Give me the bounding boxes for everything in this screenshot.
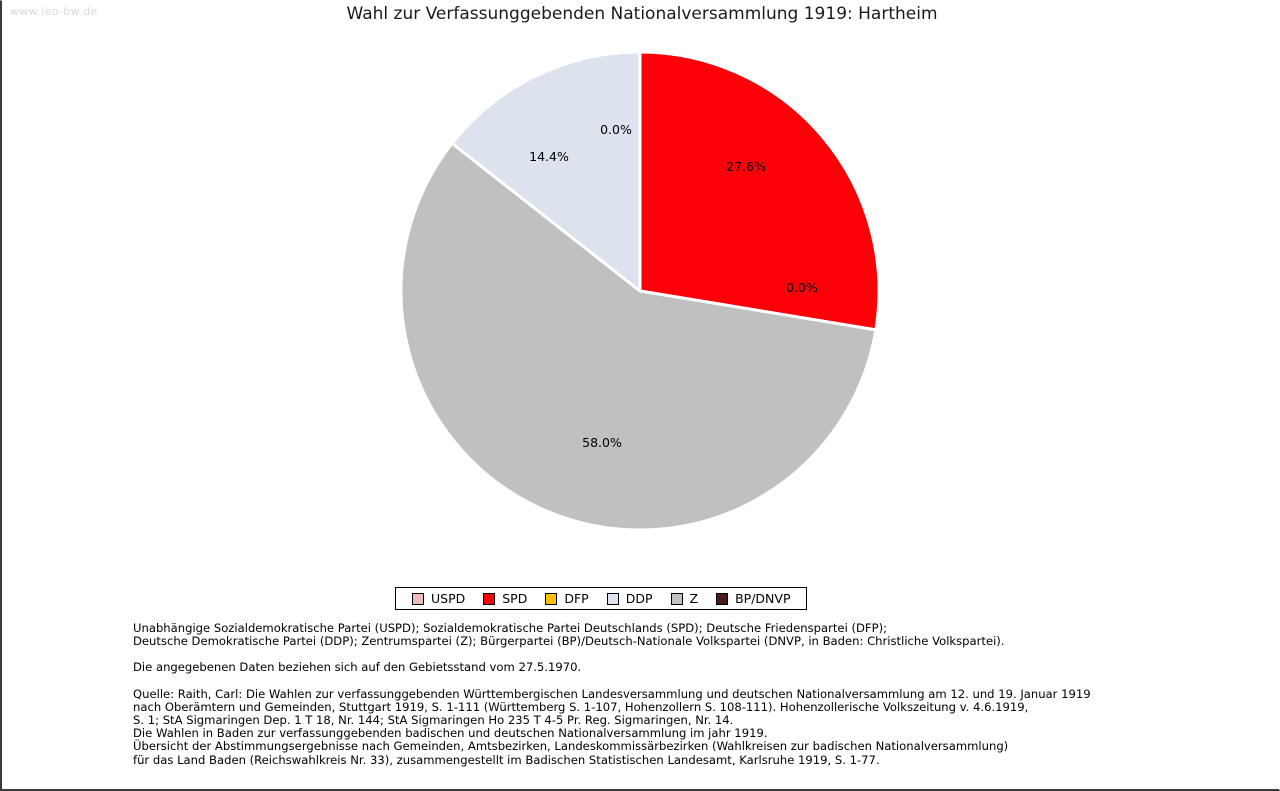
legend-item-label: USPD bbox=[431, 591, 466, 606]
note-line: für das Land Baden (Reichswahlkreis Nr. … bbox=[133, 752, 880, 767]
legend-item: SPD bbox=[483, 591, 527, 606]
legend-swatch-icon bbox=[606, 592, 619, 605]
legend-item: Z bbox=[670, 591, 699, 606]
pie-label-group: 0.0% 27.6% 0.0% 58.0% 14.4% bbox=[529, 122, 818, 450]
legend-item: USPD bbox=[412, 591, 465, 606]
pie-slice bbox=[638, 50, 881, 332]
pie-slice-label: 14.4% bbox=[529, 149, 569, 164]
page-title: Wahl zur Verfassunggebenden Nationalvers… bbox=[346, 4, 938, 24]
note-line: Die Wahlen in Baden zur verfassunggebend… bbox=[133, 726, 768, 741]
legend-item-label: DDP bbox=[625, 591, 653, 606]
legend-swatch-icon bbox=[670, 592, 683, 605]
pie-slice-label: 0.0% bbox=[786, 280, 818, 295]
chart-footnotes: Unabhängige Sozialdemokratische Partei (… bbox=[133, 621, 1233, 767]
legend-swatch-icon bbox=[412, 592, 424, 605]
legend-swatch-icon bbox=[716, 592, 729, 605]
note-party-names: Unabhängige Sozialdemokratische Partei (… bbox=[133, 621, 1233, 649]
note-source: Quelle: Raith, Carl: Die Wahlen zur verf… bbox=[133, 686, 1233, 767]
pie-slice-label: 58.0% bbox=[582, 435, 622, 450]
pie-slice bbox=[399, 141, 878, 532]
watermark-leo-bw: www.leo-bw.de bbox=[10, 5, 98, 18]
note-line: Die angegebenen Daten beziehen sich auf … bbox=[133, 660, 582, 675]
pie-slice-label: 0.0% bbox=[600, 122, 632, 137]
pie-slice-group bbox=[399, 50, 881, 532]
note-line: S. 1; StA Sigmaringen Dep. 1 T 18, Nr. 1… bbox=[133, 713, 734, 728]
note-line: Unabhängige Sozialdemokratische Partei (… bbox=[133, 621, 888, 635]
pie-slice bbox=[449, 50, 642, 295]
legend-item: DFP bbox=[545, 591, 589, 606]
legend-item: BP/DNVP bbox=[716, 591, 790, 606]
note-line: Quelle: Raith, Carl: Die Wahlen zur verf… bbox=[133, 686, 1091, 701]
chart-legend: USPD SPD DFP DDP Z BP/DNVP bbox=[395, 587, 808, 610]
note-line: nach Oberämtern und Gemeinden, Stuttgart… bbox=[133, 699, 1029, 714]
note-line: Deutsche Demokratische Partei (DDP); Zen… bbox=[133, 634, 1005, 649]
legend-item: DDP bbox=[606, 591, 653, 606]
legend-swatch-icon bbox=[483, 592, 496, 605]
pie-chart-svg: 0.0% 27.6% 0.0% 58.0% 14.4% bbox=[399, 50, 881, 532]
legend-swatch-icon bbox=[545, 592, 558, 605]
legend-item-label: BP/DNVP bbox=[735, 591, 791, 606]
legend-item-label: SPD bbox=[502, 591, 528, 606]
legend-item-label: DFP bbox=[564, 591, 589, 606]
pie-slice-label: 27.6% bbox=[726, 159, 766, 174]
note-line: Übersicht der Abstimmungsergebnisse nach… bbox=[133, 739, 1009, 754]
legend-item-label: Z bbox=[689, 591, 699, 606]
pie-chart: 0.0% 27.6% 0.0% 58.0% 14.4% bbox=[392, 43, 892, 543]
note-territory-status: Die angegebenen Daten beziehen sich auf … bbox=[133, 661, 1233, 674]
